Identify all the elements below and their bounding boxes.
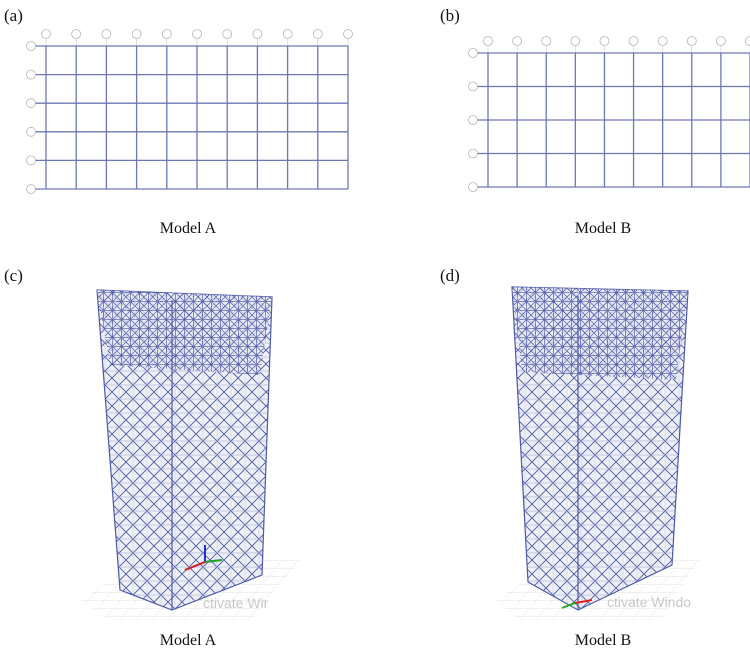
grid-bubble: [657, 36, 668, 46]
grid-bubble: [71, 29, 82, 39]
grid-bubble: [312, 29, 323, 39]
grid-bubble: [161, 29, 172, 39]
model-b-3d: [495, 286, 700, 620]
watermark: ctivate Windo: [607, 594, 691, 610]
grid-bubble: [468, 182, 478, 192]
caption: Model B: [575, 220, 631, 237]
plan-model-a: [26, 29, 353, 194]
grid-bubble: [26, 155, 36, 166]
grid-bubble: [686, 36, 697, 46]
grid-bubble: [26, 41, 36, 51]
grid-bubble: [26, 184, 36, 194]
plan-model-b: [468, 36, 750, 192]
grid-bubble: [541, 36, 552, 46]
grid-bubble: [26, 98, 36, 109]
grid-bubble: [131, 29, 142, 39]
grid-bubble: [570, 36, 581, 46]
model-a-3d: [80, 289, 300, 620]
caption: Model A: [160, 220, 217, 237]
panel-label: (b): [440, 6, 460, 25]
grid-bubble: [468, 148, 478, 159]
panel-label: (c): [4, 266, 23, 285]
grid-bubble: [26, 69, 36, 80]
grid-bubble: [745, 36, 750, 46]
grid-bubble: [599, 36, 610, 46]
watermark: ctivate Wir: [203, 595, 269, 611]
grid-bubble: [483, 36, 493, 46]
caption: Model A: [160, 632, 217, 649]
grid-bubble: [343, 29, 353, 39]
grid-bubble: [468, 115, 478, 125]
grid-bubble: [101, 29, 112, 39]
grid-bubble: [715, 36, 726, 46]
grid-bubble: [468, 48, 478, 58]
panel-label: (a): [4, 6, 23, 25]
grid-bubble: [222, 29, 233, 39]
grid-bubble: [468, 81, 478, 92]
grid-bubble: [512, 36, 523, 46]
caption: Model B: [575, 632, 631, 649]
panel-label: (d): [440, 266, 460, 285]
grid-bubble: [26, 126, 36, 137]
grid-bubble: [192, 29, 202, 39]
grid-bubble: [282, 29, 293, 39]
grid-bubble: [41, 29, 51, 39]
grid-bubble: [252, 29, 263, 39]
grid-bubble: [628, 36, 639, 46]
